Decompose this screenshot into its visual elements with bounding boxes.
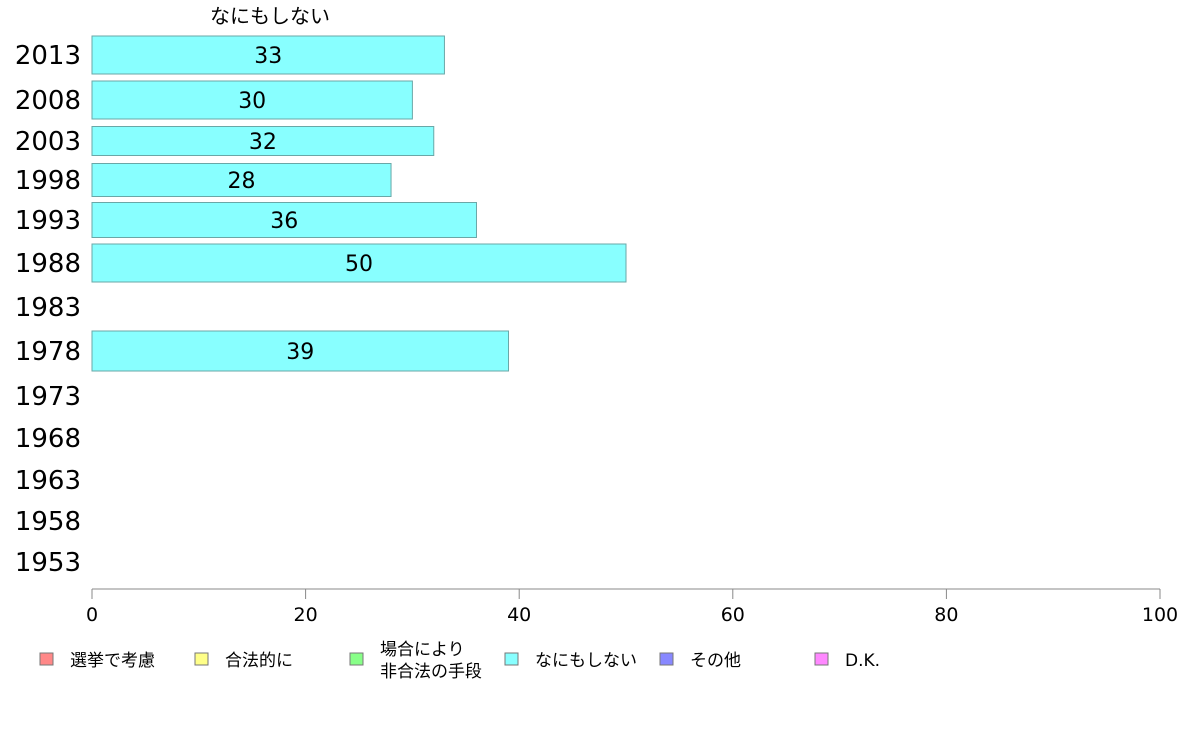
x-tick-label-80: 80 xyxy=(934,604,958,626)
x-axis: 0 20 40 60 80 100 xyxy=(86,588,1178,626)
x-tick-label-20: 20 xyxy=(294,604,318,626)
bar-1978 xyxy=(91,330,510,372)
bar-value-label-2003: 32 xyxy=(249,130,277,155)
bars-group: 33 30 32 28 36 50 39 xyxy=(91,35,627,372)
bar-value-label-1993: 36 xyxy=(270,209,298,234)
bar-2008 xyxy=(91,80,413,120)
category-label-2003: 2003 xyxy=(15,127,81,157)
legend-label-5: D.K. xyxy=(845,651,880,671)
category-label-1993: 1993 xyxy=(15,206,81,236)
legend-swatch-1 xyxy=(194,652,209,666)
bar-value-label-2008: 30 xyxy=(238,89,266,114)
category-label-1953: 1953 xyxy=(15,548,81,578)
legend-swatch-3 xyxy=(504,652,519,666)
legend-swatch-4 xyxy=(659,652,674,666)
legend-swatch-2 xyxy=(349,652,364,666)
legend-label-2: 場合により非合法の手段 xyxy=(380,640,482,682)
bar-value-label-1978: 39 xyxy=(286,340,314,365)
x-tick-label-60: 60 xyxy=(721,604,745,626)
x-tick-label-0: 0 xyxy=(86,604,98,626)
bar-1993 xyxy=(91,202,477,238)
category-label-1963: 1963 xyxy=(15,466,81,496)
category-label-1998: 1998 xyxy=(15,166,81,196)
legend-swatch-5 xyxy=(814,652,829,666)
category-label-1978: 1978 xyxy=(15,337,81,367)
category-label-2013: 2013 xyxy=(15,41,81,71)
category-label-2008: 2008 xyxy=(15,86,81,116)
legend-label-1: 合法的に xyxy=(225,651,293,671)
legend-label-3: なにもしない xyxy=(535,651,637,671)
category-label-1983: 1983 xyxy=(15,293,81,323)
category-labels: 2013 2008 2003 1998 1993 1988 1983 1978 1973 1968… xyxy=(15,41,81,578)
legend-swatch-0 xyxy=(39,652,54,666)
category-label-1973: 1973 xyxy=(15,382,81,412)
x-tick-label-100: 100 xyxy=(1142,604,1178,626)
bar-2013 xyxy=(91,35,445,75)
bar-value-label-1988: 50 xyxy=(345,252,373,277)
category-label-1968: 1968 xyxy=(15,424,81,454)
chart-title: なにもしない xyxy=(210,4,330,28)
legend-label-4: その他 xyxy=(690,651,741,671)
category-label-1958: 1958 xyxy=(15,507,81,537)
legend-label-0: 選挙で考慮 xyxy=(70,651,155,671)
bar-1988 xyxy=(91,243,627,283)
legend: 選挙で考慮 合法的に 場合により非合法の手段 なにもしない その他 D.K. xyxy=(39,640,880,682)
x-tick-label-40: 40 xyxy=(507,604,531,626)
category-label-1988: 1988 xyxy=(15,249,81,279)
bar-value-label-1998: 28 xyxy=(228,169,256,194)
bar-2003 xyxy=(91,126,435,156)
bar-value-label-2013: 33 xyxy=(254,44,282,69)
bar-1998 xyxy=(91,163,392,197)
